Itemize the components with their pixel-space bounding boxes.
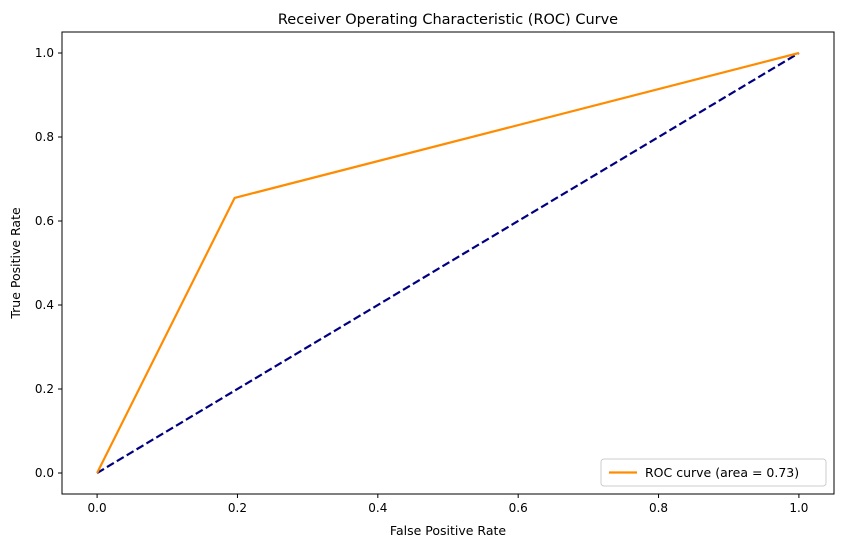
y-tick-label: 1.0 xyxy=(35,46,54,60)
y-tick-label: 0.6 xyxy=(35,214,54,228)
legend-box xyxy=(600,458,827,487)
x-axis-title: False Positive Rate xyxy=(390,523,506,538)
legend: ROC curve (area = 0.73) xyxy=(600,458,827,487)
x-tick-label: 0.4 xyxy=(368,501,387,515)
y-tick-label: 0.4 xyxy=(35,298,54,312)
x-tick-label: 0.0 xyxy=(88,501,107,515)
x-tick-label: 1.0 xyxy=(789,501,808,515)
y-tick-label: 0.8 xyxy=(35,130,54,144)
y-tick-label: 0.0 xyxy=(35,466,54,480)
chance-line-series xyxy=(96,52,800,474)
chart-title: Receiver Operating Characteristic (ROC) … xyxy=(278,12,618,28)
x-tick-label: 0.2 xyxy=(228,501,247,515)
y-axis-title: True Positive Rate xyxy=(8,207,23,320)
x-axis-ticks: 0.0 0.2 0.4 0.6 0.8 1.0 xyxy=(88,494,808,515)
roc-curve-series xyxy=(96,51,800,474)
y-axis-ticks: 0.0 0.2 0.4 0.6 0.8 1.0 xyxy=(35,46,62,480)
plot-border xyxy=(61,31,835,495)
legend-label: ROC curve (area = 0.73) xyxy=(645,465,799,480)
series-layer xyxy=(96,51,800,474)
x-tick-label: 0.6 xyxy=(509,501,528,515)
x-tick-label: 0.8 xyxy=(649,501,668,515)
y-tick-label: 0.2 xyxy=(35,382,54,396)
